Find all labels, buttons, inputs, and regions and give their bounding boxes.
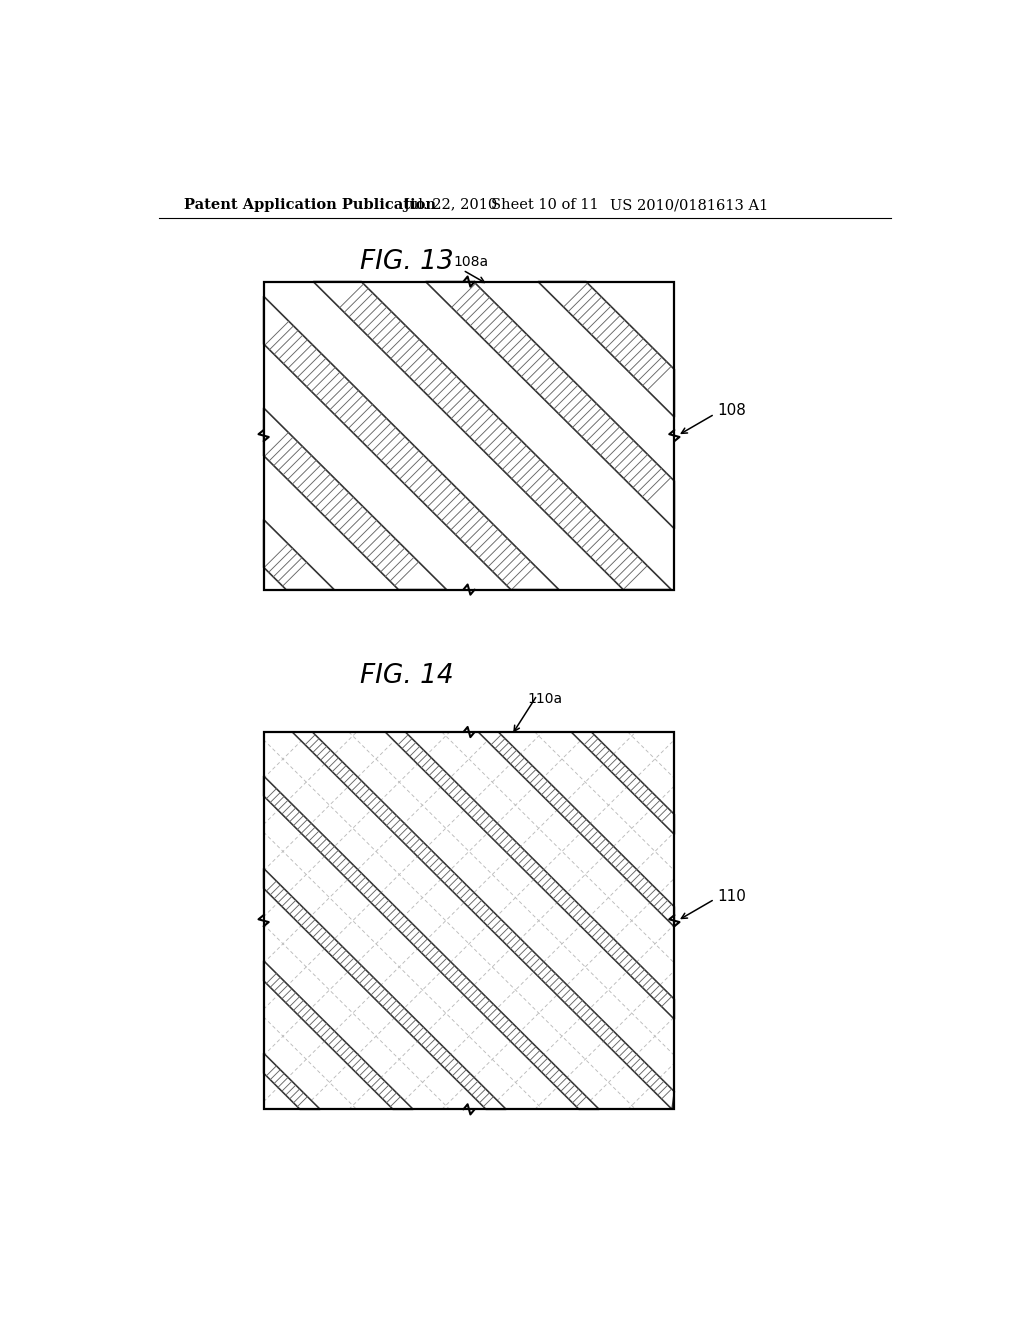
Polygon shape	[292, 733, 675, 1109]
Bar	[263, 733, 675, 1109]
Polygon shape	[263, 408, 446, 590]
Polygon shape	[538, 281, 675, 417]
Polygon shape	[478, 733, 675, 927]
Bar	[263, 733, 675, 1109]
Polygon shape	[385, 733, 675, 1019]
Text: FIG. 14: FIG. 14	[360, 663, 454, 689]
Text: Sheet 10 of 11: Sheet 10 of 11	[490, 198, 598, 213]
Polygon shape	[263, 961, 414, 1109]
Polygon shape	[263, 520, 334, 590]
Polygon shape	[426, 281, 675, 529]
Text: 108: 108	[718, 404, 746, 418]
Text: 110a: 110a	[527, 692, 562, 706]
Polygon shape	[263, 296, 559, 590]
Text: 108a: 108a	[454, 256, 488, 269]
Polygon shape	[263, 776, 599, 1109]
Polygon shape	[571, 733, 675, 834]
Text: Patent Application Publication: Patent Application Publication	[183, 198, 436, 213]
Bar	[263, 281, 675, 590]
Polygon shape	[263, 1053, 321, 1109]
Text: 110: 110	[718, 888, 746, 904]
Bar	[263, 281, 675, 590]
Text: US 2010/0181613 A1: US 2010/0181613 A1	[610, 198, 768, 213]
Polygon shape	[313, 281, 672, 590]
Text: FIG. 13: FIG. 13	[360, 249, 454, 276]
Polygon shape	[263, 869, 506, 1109]
Text: Jul. 22, 2010: Jul. 22, 2010	[403, 198, 498, 213]
